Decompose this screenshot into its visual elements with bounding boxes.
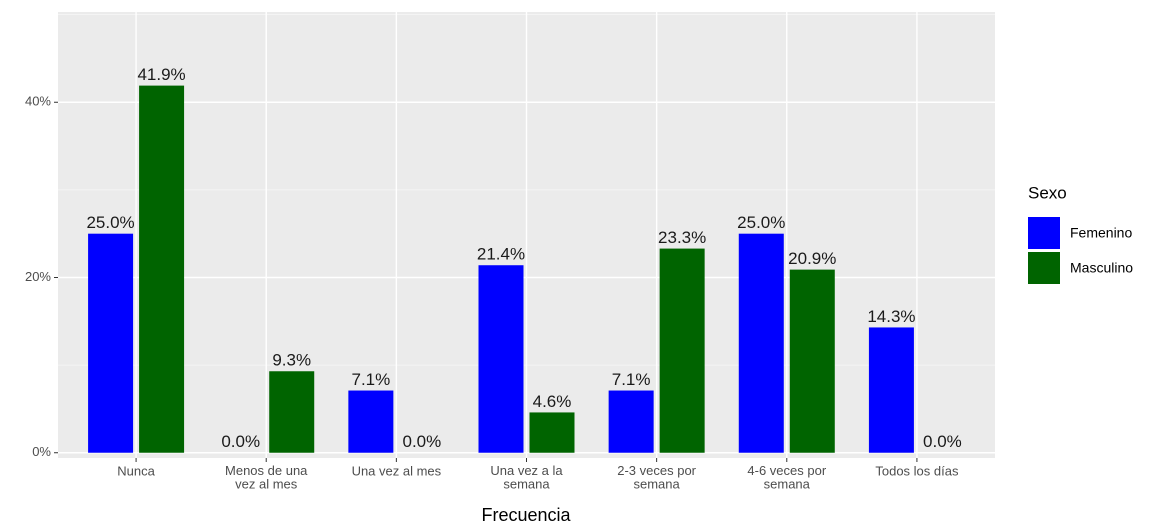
- legend-label: Femenino: [1070, 225, 1132, 241]
- x-tick-label: 2-3 veces por semana: [617, 463, 696, 492]
- y-tick-label: 40%: [25, 94, 51, 109]
- data-label: 25.0%: [86, 213, 134, 232]
- x-tick-label: Nunca: [117, 463, 155, 478]
- bar: [529, 412, 575, 453]
- bar: [608, 390, 654, 453]
- bar: [868, 327, 914, 453]
- bar: [348, 390, 394, 453]
- bar: [789, 269, 835, 453]
- legend-label: Masculino: [1070, 260, 1133, 276]
- bar: [738, 233, 784, 453]
- data-label: 23.3%: [658, 228, 706, 247]
- bar: [88, 233, 134, 453]
- data-label: 25.0%: [737, 213, 785, 232]
- data-label: 0.0%: [923, 432, 962, 451]
- data-label: 7.1%: [612, 370, 651, 389]
- data-label: 4.6%: [533, 392, 572, 411]
- y-tick-label: 0%: [32, 444, 51, 459]
- legend-swatch: [1028, 217, 1060, 249]
- bar: [139, 85, 185, 453]
- data-label: 20.9%: [788, 249, 836, 268]
- legend-swatch: [1028, 252, 1060, 284]
- x-axis-title: Frecuencia: [481, 505, 571, 525]
- bar: [269, 371, 315, 453]
- data-label: 21.4%: [477, 245, 525, 264]
- y-tick-label: 20%: [25, 269, 51, 284]
- x-tick-label: Una vez al mes: [352, 463, 442, 478]
- data-label: 0.0%: [221, 432, 260, 451]
- bar: [478, 265, 524, 453]
- data-label: 0.0%: [402, 432, 441, 451]
- legend-title: Sexo: [1028, 183, 1067, 202]
- data-label: 14.3%: [867, 307, 915, 326]
- x-tick-label: Todos los días: [875, 463, 959, 478]
- x-tick-label: Una vez a la semana: [490, 463, 563, 492]
- x-tick-label: 4-6 veces por semana: [747, 463, 826, 492]
- data-label: 41.9%: [137, 65, 185, 84]
- data-label: 7.1%: [351, 370, 390, 389]
- data-label: 9.3%: [272, 351, 311, 370]
- bar: [659, 248, 705, 453]
- x-tick-label: Menos de una vez al mes: [225, 463, 308, 492]
